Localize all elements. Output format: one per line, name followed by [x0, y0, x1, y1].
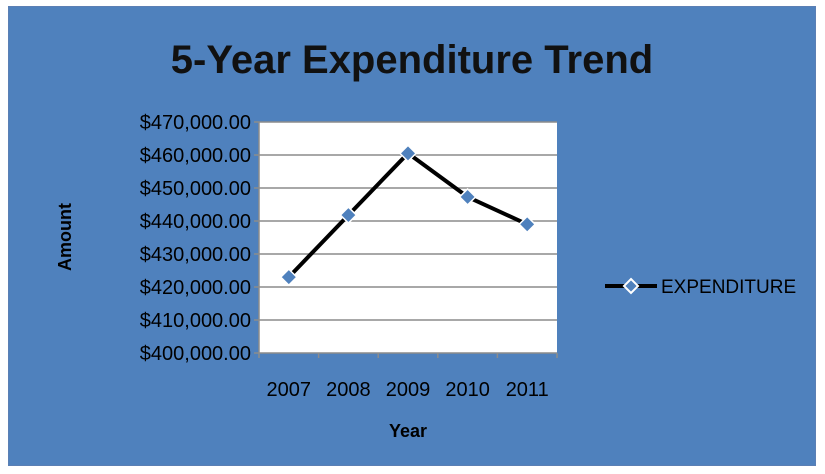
y-tick-label: $430,000.00	[140, 244, 251, 266]
line-chart: 5-Year Expenditure Trend $400,000.00 $410…	[9, 7, 815, 465]
x-tick-labels: 2007 2008 2009 2010 2011	[267, 379, 549, 401]
x-tick-label: 2009	[386, 379, 431, 401]
x-tick-label: 2008	[326, 379, 371, 401]
y-axis-title: Amount	[55, 203, 75, 271]
data-point	[398, 144, 418, 163]
data-point	[339, 205, 358, 225]
gridlines	[259, 121, 557, 321]
legend-label-expenditure: EXPENDITURE	[661, 277, 796, 298]
y-tick-label: $440,000.00	[140, 211, 251, 233]
chart-title: 5-Year Expenditure Trend	[171, 38, 653, 82]
series-expenditure	[279, 144, 537, 287]
axes	[254, 121, 558, 358]
data-point	[279, 268, 298, 287]
legend: EXPENDITURE	[605, 277, 796, 298]
chart-frame: 5-Year Expenditure Trend $400,000.00 $410…	[8, 6, 816, 466]
x-tick-label: 2011	[506, 379, 549, 401]
x-tick-label: 2007	[267, 379, 312, 401]
y-tick-label: $450,000.00	[140, 178, 251, 200]
x-tick-label: 2010	[445, 379, 490, 401]
y-tick-label: $410,000.00	[140, 310, 251, 332]
y-tick-label: $460,000.00	[140, 145, 251, 167]
data-point	[518, 215, 537, 234]
legend-marker-swatch	[622, 277, 640, 295]
x-axis-title: Year	[389, 421, 427, 441]
y-tick-label: $470,000.00	[140, 112, 251, 134]
y-tick-label: $420,000.00	[140, 277, 251, 299]
y-tick-label: $400,000.00	[140, 343, 251, 365]
data-point	[458, 187, 477, 206]
y-tick-labels: $400,000.00 $410,000.00 $420,000.00 $430,00…	[140, 112, 251, 365]
